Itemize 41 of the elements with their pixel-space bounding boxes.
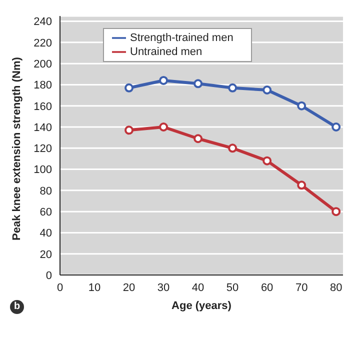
x-tick-label: 10 <box>88 282 101 294</box>
point <box>159 122 168 132</box>
legend-label: Untrained men <box>130 46 202 58</box>
y-tick-label: 180 <box>34 80 52 92</box>
point <box>297 180 306 190</box>
x-tick-label: 60 <box>260 282 274 294</box>
y-tick-label: 100 <box>34 164 52 176</box>
y-tick-label: 20 <box>40 248 52 261</box>
y-tick-label: 200 <box>34 58 52 70</box>
point <box>228 144 238 153</box>
text: b <box>10 300 24 314</box>
point <box>297 101 306 110</box>
y-tick-label: 0 <box>46 270 52 282</box>
point <box>332 122 341 132</box>
x-tick-label: 30 <box>157 282 170 294</box>
x-tick-label: 40 <box>192 282 204 294</box>
x-tick-label: 20 <box>122 282 136 294</box>
point <box>262 86 272 94</box>
y-tick-label: 120 <box>34 143 52 156</box>
point <box>159 76 168 85</box>
point <box>124 83 134 92</box>
point <box>124 126 134 135</box>
point <box>332 207 341 216</box>
y-tick-label: 40 <box>40 228 52 240</box>
y-tick-label: 220 <box>34 37 52 50</box>
x-tick-label: 50 <box>226 282 239 294</box>
x-axis-title: Age (years) <box>172 300 232 312</box>
point <box>194 134 203 144</box>
point <box>228 83 238 92</box>
y-tick-label: 80 <box>40 185 52 198</box>
y-tick-label: 60 <box>40 206 52 218</box>
y-tick-label: 240 <box>34 16 52 28</box>
legend-label: Strength-trained men <box>130 32 234 44</box>
y-tick-label: 160 <box>34 100 52 113</box>
point <box>262 156 272 166</box>
x-tick-label: 70 <box>295 282 308 294</box>
x-tick-label: 0 <box>56 282 64 294</box>
x-tick-label: 80 <box>330 282 342 294</box>
y-tick-label: 140 <box>34 122 52 134</box>
y-axis-title: Peak knee extension strength (Nm) <box>10 56 23 240</box>
point <box>194 79 203 88</box>
